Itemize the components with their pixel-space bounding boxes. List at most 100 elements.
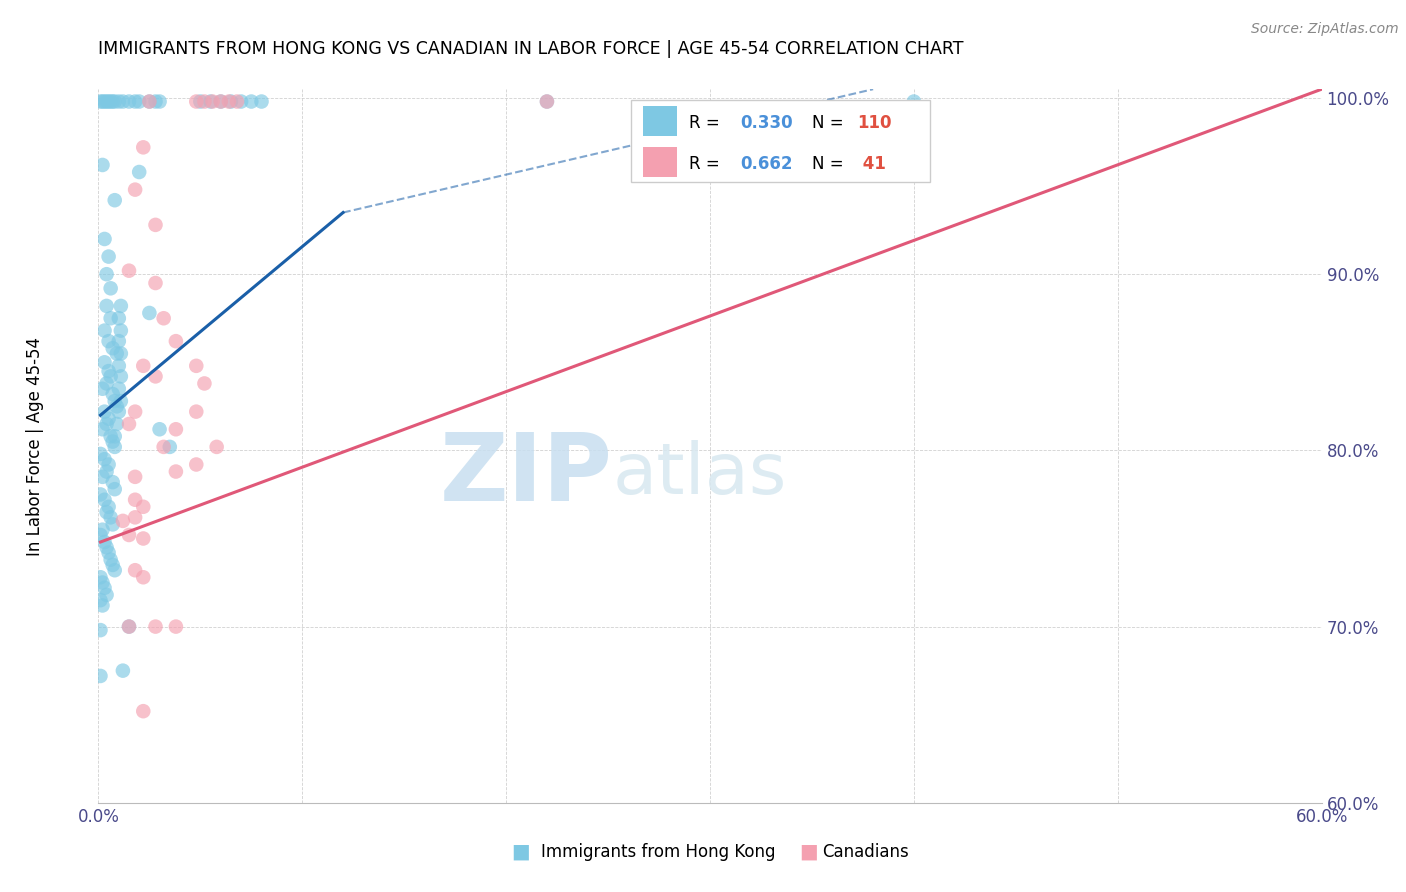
Point — [104, 563, 127, 577]
Point — [104, 440, 127, 454]
Point — [209, 95, 232, 109]
Point — [209, 95, 232, 109]
Point — [96, 541, 118, 555]
Point — [89, 487, 111, 501]
Point — [124, 510, 146, 524]
Point — [186, 95, 208, 109]
Point — [205, 440, 228, 454]
Point — [96, 505, 118, 519]
Point — [118, 528, 141, 542]
Point — [110, 346, 132, 360]
Point — [186, 404, 208, 418]
Point — [93, 492, 115, 507]
Point — [96, 299, 118, 313]
Point — [132, 359, 155, 373]
Point — [149, 422, 172, 436]
Point — [96, 376, 118, 391]
Point — [89, 669, 111, 683]
Point — [226, 95, 249, 109]
Point — [124, 183, 146, 197]
Point — [96, 417, 118, 431]
Point — [124, 470, 146, 484]
Point — [100, 552, 122, 566]
Point — [108, 359, 131, 373]
Point — [132, 532, 155, 546]
Bar — [643, 106, 678, 136]
Point — [111, 664, 134, 678]
Point — [231, 95, 253, 109]
Point — [101, 95, 124, 109]
Point — [124, 95, 146, 109]
Point — [145, 218, 167, 232]
Point — [108, 404, 131, 418]
Point — [108, 334, 131, 348]
Point — [104, 193, 127, 207]
Point — [186, 458, 208, 472]
Text: R =: R = — [689, 155, 725, 173]
Point — [152, 311, 174, 326]
Point — [101, 475, 124, 489]
Point — [118, 263, 141, 277]
Point — [96, 465, 118, 479]
Point — [100, 95, 122, 109]
Point — [110, 394, 132, 409]
Text: 0.662: 0.662 — [741, 155, 793, 173]
Point — [91, 575, 114, 590]
Text: ZIP: ZIP — [439, 428, 612, 521]
Text: IMMIGRANTS FROM HONG KONG VS CANADIAN IN LABOR FORCE | AGE 45-54 CORRELATION CHA: IMMIGRANTS FROM HONG KONG VS CANADIAN IN… — [98, 40, 965, 58]
Point — [91, 470, 114, 484]
Point — [145, 95, 167, 109]
Point — [100, 510, 122, 524]
Point — [132, 704, 155, 718]
Point — [91, 382, 114, 396]
Point — [97, 334, 120, 348]
Point — [91, 599, 114, 613]
Point — [91, 158, 114, 172]
Bar — [643, 147, 678, 177]
Point — [105, 417, 128, 431]
Point — [219, 95, 242, 109]
Text: Canadians: Canadians — [823, 843, 910, 861]
Point — [100, 429, 122, 443]
Text: In Labor Force | Age 45-54: In Labor Force | Age 45-54 — [27, 336, 44, 556]
Point — [124, 492, 146, 507]
Point — [100, 369, 122, 384]
Point — [93, 95, 115, 109]
Point — [128, 95, 150, 109]
Point — [186, 359, 208, 373]
Point — [105, 346, 128, 360]
Point — [193, 376, 215, 391]
Point — [101, 387, 124, 401]
Point — [101, 434, 124, 449]
Point — [145, 619, 167, 633]
Point — [105, 400, 128, 414]
Point — [132, 570, 155, 584]
Point — [97, 500, 120, 514]
Point — [132, 500, 155, 514]
Point — [101, 558, 124, 572]
Point — [96, 267, 118, 281]
Point — [110, 299, 132, 313]
Point — [138, 95, 160, 109]
Text: N =: N = — [811, 155, 844, 173]
Point — [118, 417, 141, 431]
Point — [89, 570, 111, 584]
Point — [536, 95, 558, 109]
Point — [132, 140, 155, 154]
Point — [108, 382, 131, 396]
Text: R =: R = — [689, 114, 725, 132]
Point — [93, 355, 115, 369]
Text: Immigrants from Hong Kong: Immigrants from Hong Kong — [541, 843, 776, 861]
Text: N =: N = — [811, 114, 844, 132]
Point — [89, 95, 111, 109]
Point — [91, 95, 114, 109]
Point — [240, 95, 263, 109]
Text: Source: ZipAtlas.com: Source: ZipAtlas.com — [1251, 22, 1399, 37]
Point — [250, 95, 273, 109]
Point — [536, 95, 558, 109]
Point — [93, 232, 115, 246]
Point — [152, 440, 174, 454]
Point — [104, 482, 127, 496]
Point — [159, 440, 181, 454]
Point — [110, 324, 132, 338]
